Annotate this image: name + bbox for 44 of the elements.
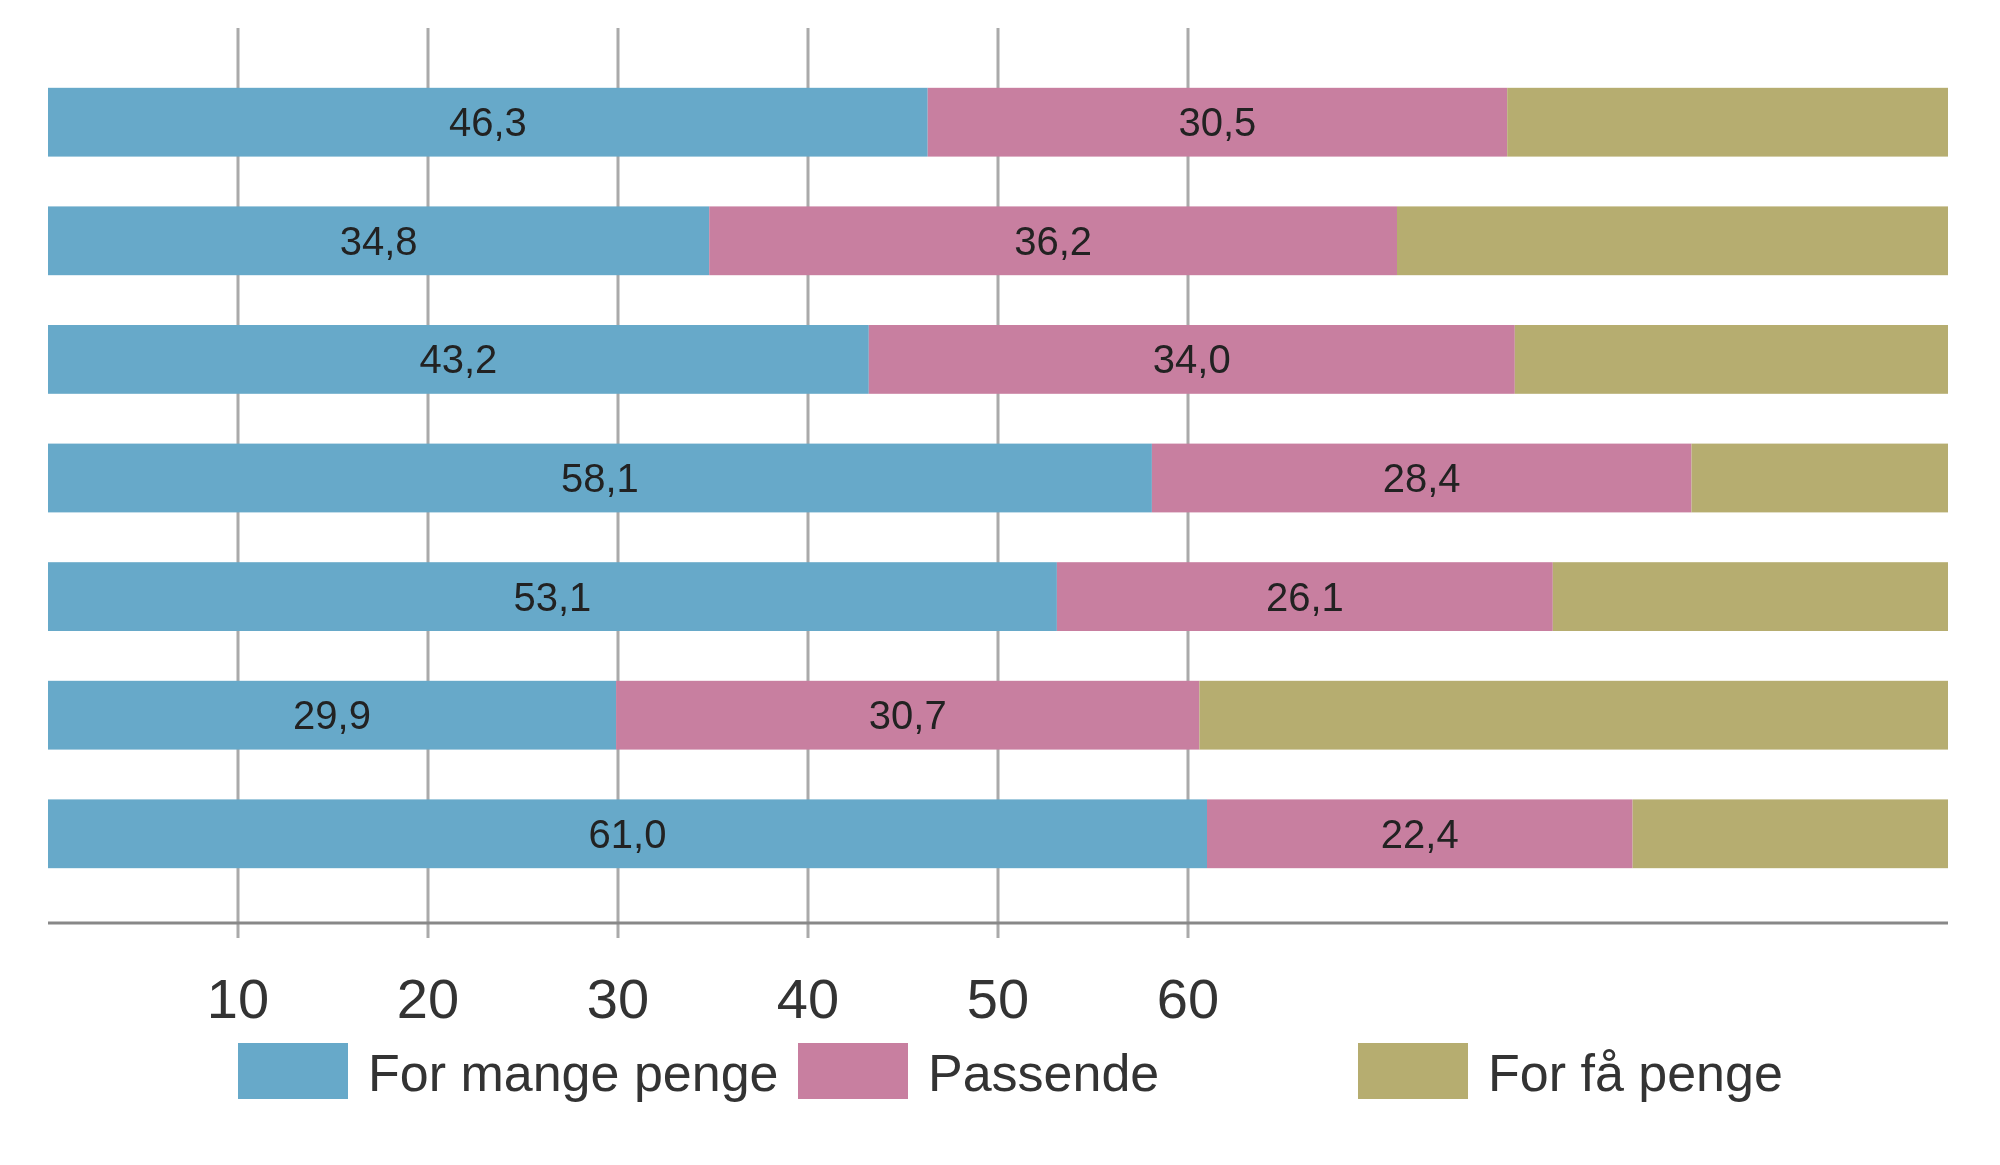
bar [1207,799,1633,869]
bar [48,325,869,394]
x-tick-label: 20 [396,967,460,1030]
data-label: 30,5 [1178,100,1257,145]
bar [1056,562,1553,631]
data-label: 29,9 [293,693,371,738]
bar [616,680,1200,750]
x-tick-label: 10 [206,967,270,1030]
bar [48,206,710,276]
bar [1632,799,1948,869]
x-tick-label: 50 [966,967,1030,1030]
x-tick-label: 40 [776,967,840,1030]
bar [48,562,1057,631]
data-label: 36,2 [1014,218,1093,263]
data-label: 61,0 [588,811,667,856]
bar [1514,325,1948,394]
data-label: 43,2 [419,337,498,382]
data-label: 22,4 [1380,811,1459,856]
legend-label: For få penge [1488,1044,1783,1103]
bar [48,799,1207,869]
x-tick-label: 60 [1156,967,1220,1030]
data-label: 34,0 [1152,337,1231,382]
bar [709,206,1397,276]
bar [868,325,1515,394]
bar [48,680,617,750]
bar [48,443,1152,513]
data-label: 53,1 [513,574,592,619]
bar [927,87,1508,157]
bar [1691,443,1948,513]
data-label: 26,1 [1265,574,1344,619]
data-label: 28,4 [1382,456,1461,500]
data-label: 58,1 [561,456,639,500]
data-label: 30,7 [868,693,947,738]
data-label: 34,8 [339,218,418,263]
bar [1507,87,1948,157]
data-label: 46,3 [448,100,527,145]
legend-label: For mange penge [368,1044,779,1103]
legend-label: Passende [928,1044,1160,1103]
x-tick-label: 30 [586,967,650,1030]
bar [1397,206,1948,276]
bar [1552,562,1948,631]
bar [1199,680,1948,750]
bar [48,87,928,157]
bar [1151,443,1692,513]
